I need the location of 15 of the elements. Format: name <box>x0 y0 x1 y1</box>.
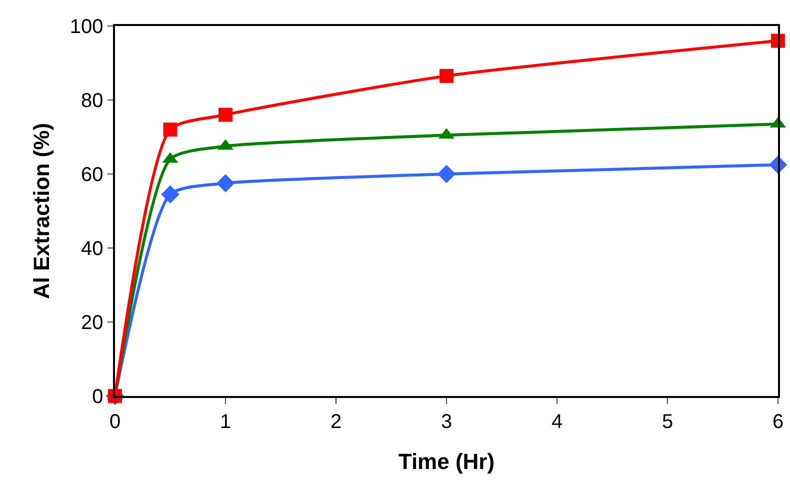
y-axis-title: Al Extraction (%) <box>29 122 54 300</box>
y-tick-label: 60 <box>81 164 104 186</box>
y-tick-label: 0 <box>92 386 104 408</box>
x-tick-label: 6 <box>772 410 784 433</box>
y-tick-label: 80 <box>81 90 104 112</box>
x-tick-label: 5 <box>662 410 674 433</box>
x-tick-label: 2 <box>330 410 342 433</box>
x-tick-label: 4 <box>551 410 563 433</box>
x-tick-label: 3 <box>440 410 452 433</box>
x-axis-title: Time (Hr) <box>398 449 495 474</box>
x-tick-label: 0 <box>109 410 121 433</box>
y-tick-label: 20 <box>81 312 104 334</box>
y-tick-label: 40 <box>81 238 104 260</box>
y-tick-label: 100 <box>70 16 104 38</box>
x-tick-label: 1 <box>220 410 232 433</box>
